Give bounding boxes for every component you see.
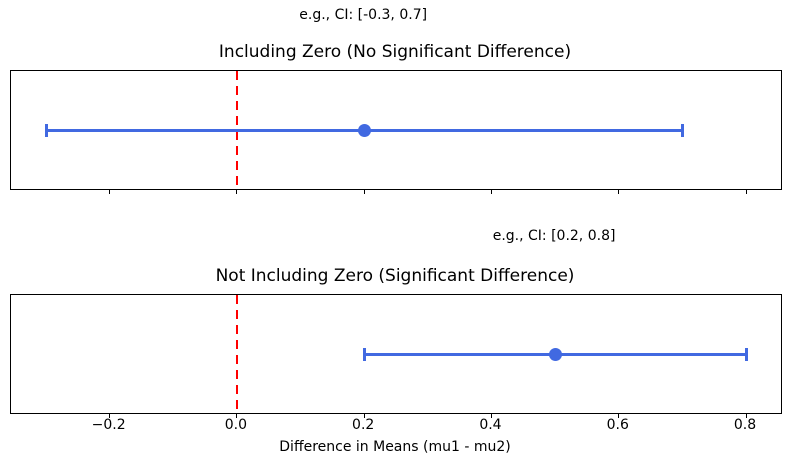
point-estimate-marker [357,123,371,137]
x-tick [618,413,620,418]
x-tick [363,413,365,418]
x-tick [236,413,238,418]
axes-including-zero [10,70,782,194]
ci-annotation-top: e.g., CI: [-0.3, 0.7] [299,7,428,23]
x-tick [490,189,492,194]
plot-title-including-zero: Including Zero (No Significant Differenc… [218,42,572,62]
zero-reference-line [235,295,238,413]
x-tick-label: 0.2 [352,417,375,433]
x-tick-label: 0.8 [733,417,757,433]
plot-title-not-including-zero: Not Including Zero (Significant Differen… [215,266,575,286]
ci-lower-cap [362,347,366,361]
x-tick [363,189,365,194]
axes-not-including-zero [10,294,782,418]
x-tick [109,413,111,418]
ci-upper-cap [680,123,684,137]
ci-upper-cap [744,347,748,361]
x-tick [745,413,747,418]
x-tick-label: −0.2 [91,417,126,433]
x-tick [109,189,111,194]
x-tick [236,189,238,194]
x-tick [745,189,747,194]
point-estimate-marker [548,347,562,361]
ci-annotation-bottom: e.g., CI: [0.2, 0.8] [492,228,616,244]
x-tick-label: 0.4 [479,417,502,433]
x-tick [490,413,492,418]
x-tick-label: 0.0 [224,417,248,433]
x-axis-label: Difference in Means (mu1 - mu2) [279,439,511,455]
x-tick-label: 0.6 [606,417,629,433]
ci-lower-cap [44,123,48,137]
x-tick [618,189,620,194]
